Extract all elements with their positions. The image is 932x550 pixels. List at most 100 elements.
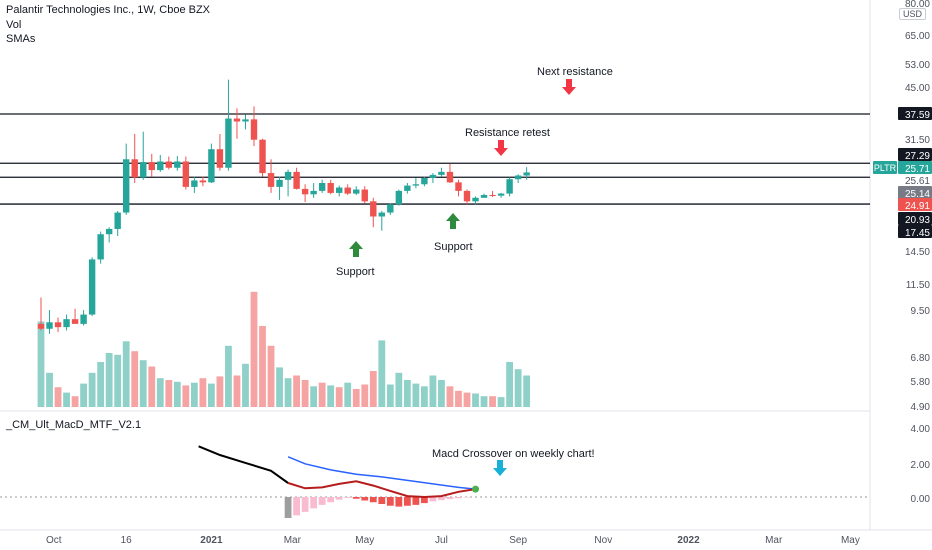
price-axis-label: 45.00 [905,83,930,94]
candle-body [71,319,79,324]
volume-bar [182,385,190,407]
volume-bar [463,392,471,407]
volume-bar [480,396,488,407]
candle-body [378,212,385,217]
macd-axis-label: 2.00 [911,460,931,471]
support-label-may: Support [336,266,375,278]
time-axis-label: May [355,535,374,546]
candle-body [54,322,62,328]
macd-histogram-bar [455,497,462,499]
volume-bar [455,390,462,407]
volume-bar [233,375,241,407]
macd-histogram-bar [386,497,394,506]
chart-grid [0,0,932,531]
candle-body [182,161,190,187]
volume-bar [114,354,122,407]
macd-line-black [198,445,289,484]
candle-body [489,194,496,196]
volume-bar [344,382,352,407]
candle-body [463,190,471,202]
price-label-box [898,212,932,225]
candle-body [140,162,147,178]
candle-body [174,161,181,168]
volume-bar [225,345,232,407]
volume-bar [122,341,130,407]
candle-body [412,184,420,186]
macd-histogram-bar [318,497,326,505]
volume-bar [46,372,53,407]
next-resistance-arrow [562,79,576,95]
candle-body [191,180,198,187]
currency-button[interactable]: USD [898,8,926,20]
price-axis-label: 14.50 [905,247,930,258]
macd-histogram-bar [293,497,300,516]
candle-body [523,172,530,176]
volume-bar [63,392,70,407]
volume-bars [37,291,531,407]
volume-bar [361,384,369,407]
candle-body [208,149,215,183]
candle-body [310,190,317,195]
price-label-box [898,198,932,211]
volume-bar [446,386,454,407]
time-axis-label: Oct [46,535,62,546]
candle-body [199,180,207,183]
price-axis-label: 11.50 [906,280,931,291]
candle-body [421,177,428,185]
volume-bar [208,383,215,407]
volume-bar [216,376,224,407]
candle-body [80,314,87,324]
volume-bar [276,367,283,407]
volume-bar [37,321,45,407]
candle-body [225,118,232,168]
volume-bar [514,369,522,407]
candle-body [480,194,488,198]
volume-bar [139,360,147,407]
candle-body [165,161,172,168]
volume-bar [438,380,445,407]
time-axis: Oct 16 2021 Mar May Jul Sep Nov 2022 Mar May [46,535,860,546]
macd-histogram-bar [403,497,411,506]
candle-body [105,228,113,235]
price-axis-label: 9.50 [911,306,931,317]
candle-body [157,161,164,171]
candle-body [37,323,45,329]
macd-histogram-bar [352,497,360,499]
price-axis-label: 4.90 [911,402,931,413]
volume-bar [301,380,309,407]
macd-histogram-bar [369,497,377,503]
volume-bar [156,378,164,407]
ticker-tag: PLTR [874,163,897,173]
volume-bar [80,383,87,407]
time-axis-label: 2021 [200,535,223,546]
price-axis-label: 17.45 [905,228,930,239]
candle-body [438,171,445,175]
volume-bar [105,353,113,407]
volume-bar [148,366,156,407]
macd-signal-line [287,456,476,490]
price-axis-label: 24.91 [905,201,930,212]
candle-body [250,119,258,140]
macd-axis-label: 0.00 [911,494,931,505]
candle-body [327,182,334,193]
volume-bar [199,378,207,407]
candle-body [387,204,394,213]
macd-histogram-bar [301,497,309,512]
ticker-tag-box [873,161,897,174]
volume-bar [173,381,181,407]
horizontal-levels [0,113,870,205]
candle-body [123,159,130,213]
candle-body [63,319,70,328]
volume-bar [327,385,335,407]
volume-bar [497,397,505,407]
price-axis-label: 5.80 [911,377,931,388]
macd-crossover-arrow [493,460,507,476]
macd-crossover-label: Macd Crossover on weekly chart! [432,448,595,460]
volume-bar [88,372,96,407]
price-axis-label: 25.71 [905,164,930,175]
volume-bar [523,375,531,407]
volume-bar [506,362,513,407]
price-axis-label: 65.00 [905,31,930,42]
volume-bar [97,362,105,407]
volume-bar [412,383,420,407]
